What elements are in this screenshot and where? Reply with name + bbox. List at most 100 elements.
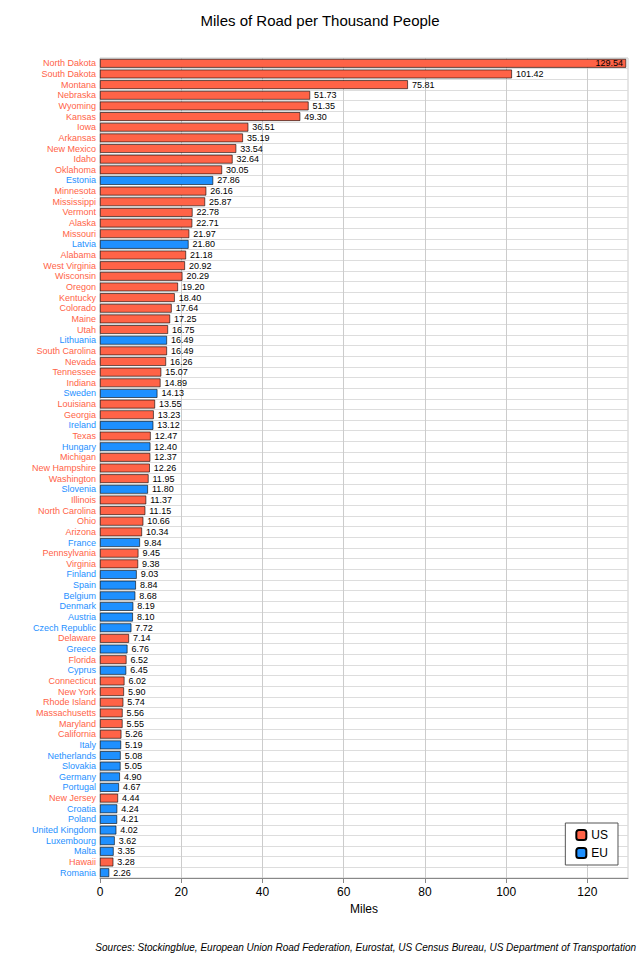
svg-text:120: 120 (577, 885, 597, 899)
svg-text:5.05: 5.05 (125, 761, 143, 771)
svg-text:14.13: 14.13 (161, 388, 184, 398)
svg-text:Illinois: Illinois (71, 495, 97, 505)
svg-text:Maryland: Maryland (59, 719, 96, 729)
svg-text:5.19: 5.19 (125, 740, 143, 750)
svg-text:Germany: Germany (59, 772, 97, 782)
svg-text:6.52: 6.52 (130, 655, 148, 665)
svg-text:Miles of Road per Thousand Peo: Miles of Road per Thousand People (200, 12, 439, 29)
svg-text:10.34: 10.34 (146, 527, 169, 537)
svg-text:26.16: 26.16 (210, 186, 233, 196)
svg-text:12.47: 12.47 (155, 431, 178, 441)
svg-text:Hungary: Hungary (62, 442, 97, 452)
svg-text:13.12: 13.12 (157, 420, 180, 430)
svg-text:4.02: 4.02 (120, 825, 138, 835)
svg-text:Florida: Florida (68, 655, 96, 665)
svg-text:Belgium: Belgium (63, 591, 96, 601)
svg-text:Georgia: Georgia (64, 410, 96, 420)
svg-text:Ireland: Ireland (68, 420, 96, 430)
svg-text:Italy: Italy (79, 740, 96, 750)
svg-text:4.67: 4.67 (123, 782, 141, 792)
svg-text:South Dakota: South Dakota (41, 69, 96, 79)
svg-text:5.26: 5.26 (125, 729, 143, 739)
svg-text:12.40: 12.40 (154, 442, 177, 452)
svg-text:Kansas: Kansas (66, 112, 97, 122)
svg-text:Alaska: Alaska (69, 218, 96, 228)
svg-text:Sources: Stockingblue, Europea: Sources: Stockingblue, European Union Ro… (95, 942, 636, 953)
svg-text:2.26: 2.26 (113, 868, 131, 878)
svg-text:5.56: 5.56 (127, 708, 145, 718)
svg-text:Portugal: Portugal (62, 782, 96, 792)
svg-text:Oregon: Oregon (66, 282, 96, 292)
svg-text:Slovakia: Slovakia (62, 761, 96, 771)
svg-text:Cyprus: Cyprus (67, 665, 96, 675)
svg-text:35.19: 35.19 (247, 133, 270, 143)
svg-text:11.95: 11.95 (153, 474, 175, 484)
svg-text:Michigan: Michigan (60, 452, 96, 462)
svg-text:West Virginia: West Virginia (43, 261, 96, 271)
svg-text:9.38: 9.38 (142, 559, 160, 569)
svg-text:Poland: Poland (68, 814, 96, 824)
svg-text:80: 80 (418, 885, 432, 899)
svg-text:Arkansas: Arkansas (58, 133, 96, 143)
svg-text:6.76: 6.76 (131, 644, 149, 654)
svg-text:12.37: 12.37 (154, 452, 177, 462)
svg-text:20: 20 (175, 885, 189, 899)
svg-text:Estonia: Estonia (66, 175, 96, 185)
svg-text:21.97: 21.97 (193, 229, 216, 239)
svg-text:16.49: 16.49 (171, 335, 194, 345)
svg-text:United Kingdom: United Kingdom (32, 825, 96, 835)
svg-text:9.84: 9.84 (144, 538, 162, 548)
svg-text:North Carolina: North Carolina (38, 506, 96, 516)
svg-text:4.44: 4.44 (122, 793, 140, 803)
svg-text:Nebraska: Nebraska (57, 90, 96, 100)
svg-text:Colorado: Colorado (59, 303, 96, 313)
svg-text:100: 100 (496, 885, 516, 899)
svg-text:51.73: 51.73 (314, 90, 337, 100)
svg-text:22.71: 22.71 (196, 218, 219, 228)
svg-text:Alabama: Alabama (60, 250, 96, 260)
svg-text:19.20: 19.20 (182, 282, 205, 292)
svg-text:Lithuania: Lithuania (59, 335, 96, 345)
svg-text:20.92: 20.92 (189, 261, 212, 271)
svg-text:Texas: Texas (72, 431, 96, 441)
svg-text:Sweden: Sweden (63, 388, 96, 398)
svg-text:Wyoming: Wyoming (59, 101, 96, 111)
svg-text:Washington: Washington (49, 474, 96, 484)
svg-text:8.19: 8.19 (137, 601, 155, 611)
svg-text:18.40: 18.40 (179, 293, 202, 303)
svg-text:4.24: 4.24 (121, 804, 139, 814)
svg-text:Vermont: Vermont (62, 207, 96, 217)
svg-text:North Dakota: North Dakota (43, 58, 96, 68)
svg-text:11.15: 11.15 (149, 506, 171, 516)
svg-text:14.89: 14.89 (164, 378, 187, 388)
svg-text:Utah: Utah (77, 325, 96, 335)
svg-text:New Jersey: New Jersey (49, 793, 97, 803)
svg-text:32.64: 32.64 (237, 154, 260, 164)
svg-text:Greece: Greece (66, 644, 96, 654)
svg-text:17.25: 17.25 (174, 314, 197, 324)
svg-text:12.26: 12.26 (154, 463, 177, 473)
svg-text:16.26: 16.26 (170, 357, 193, 367)
svg-text:Slovenia: Slovenia (61, 484, 96, 494)
svg-text:Mississippi: Mississippi (52, 197, 96, 207)
svg-text:9.45: 9.45 (142, 548, 160, 558)
svg-text:Indiana: Indiana (66, 378, 96, 388)
svg-text:27.86: 27.86 (217, 175, 240, 185)
svg-text:Spain: Spain (73, 580, 96, 590)
svg-text:EU: EU (591, 846, 608, 860)
svg-text:France: France (68, 538, 96, 548)
svg-text:California: California (58, 729, 96, 739)
svg-text:US: US (591, 828, 608, 842)
svg-text:5.90: 5.90 (128, 687, 146, 697)
svg-text:10.66: 10.66 (147, 516, 170, 526)
svg-text:4.21: 4.21 (121, 814, 139, 824)
svg-text:5.08: 5.08 (125, 751, 143, 761)
svg-text:New Mexico: New Mexico (47, 144, 96, 154)
svg-text:Missouri: Missouri (62, 229, 96, 239)
svg-text:Delaware: Delaware (58, 633, 96, 643)
svg-text:5.74: 5.74 (127, 697, 145, 707)
svg-text:Oklahoma: Oklahoma (55, 165, 96, 175)
svg-text:9.03: 9.03 (141, 569, 159, 579)
svg-text:40: 40 (256, 885, 270, 899)
svg-text:Netherlands: Netherlands (47, 751, 96, 761)
